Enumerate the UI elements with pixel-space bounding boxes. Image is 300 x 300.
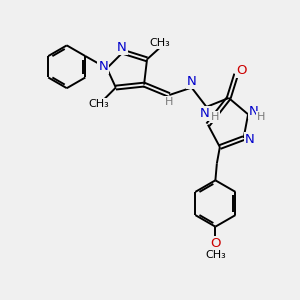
Text: N: N <box>98 60 108 73</box>
Text: N: N <box>245 133 254 146</box>
Text: N: N <box>249 105 259 118</box>
Text: CH₃: CH₃ <box>89 99 110 109</box>
Text: H: H <box>257 112 266 122</box>
Text: O: O <box>210 237 220 250</box>
Text: O: O <box>236 64 247 77</box>
Text: CH₃: CH₃ <box>205 250 226 260</box>
Text: H: H <box>211 112 219 122</box>
Text: N: N <box>200 107 210 120</box>
Text: N: N <box>117 41 127 54</box>
Text: N: N <box>187 75 196 88</box>
Text: H: H <box>165 97 173 106</box>
Text: CH₃: CH₃ <box>150 38 170 48</box>
